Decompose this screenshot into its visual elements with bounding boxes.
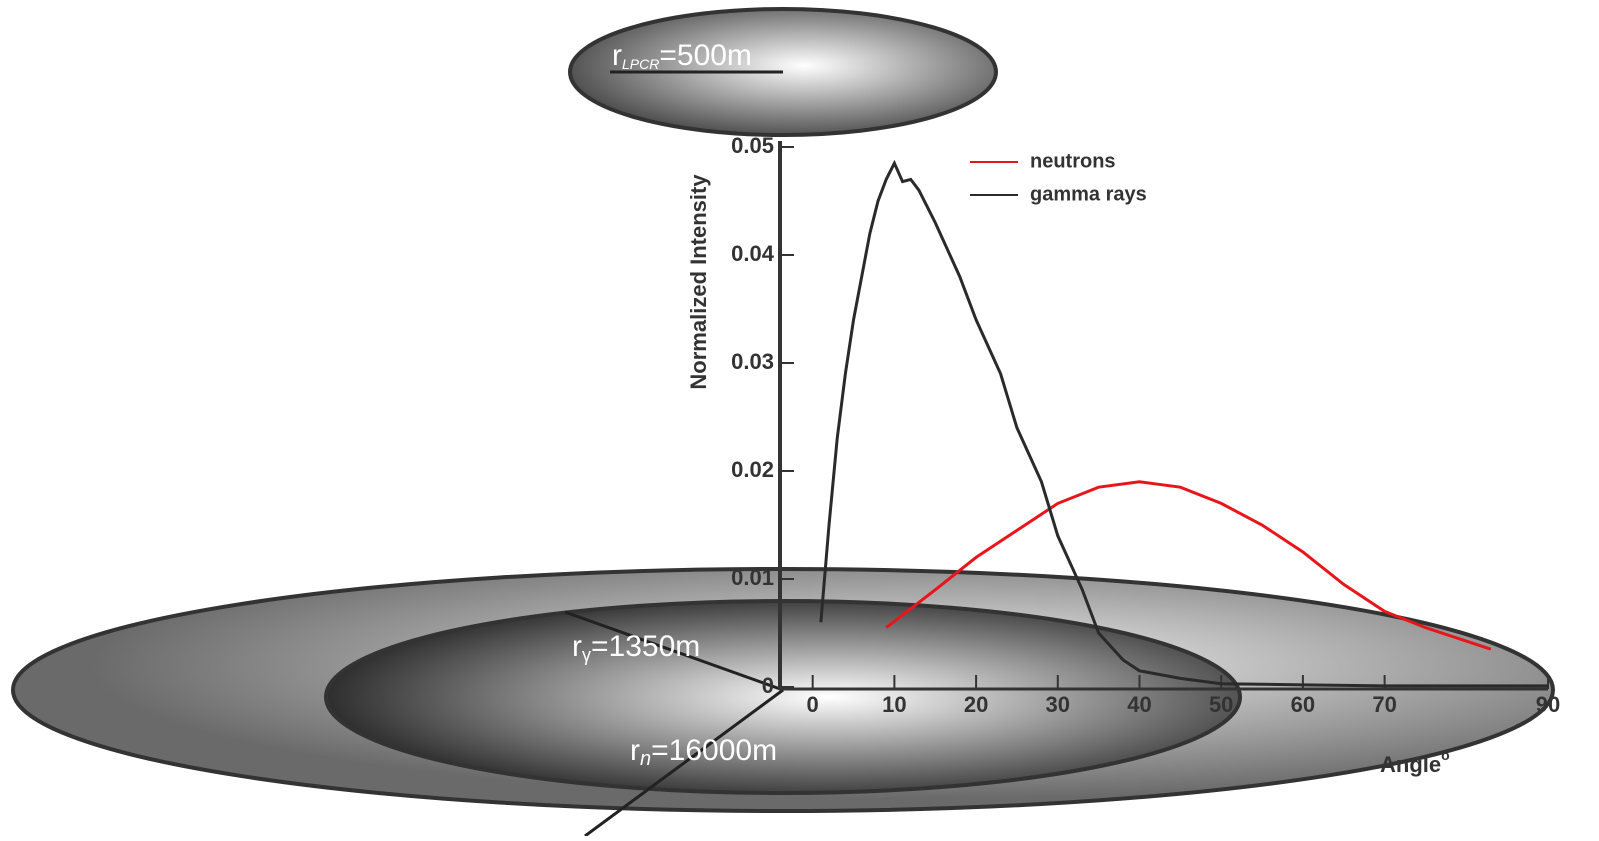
y-tick-label: 0: [762, 673, 774, 698]
annotation: rn=16000m: [630, 734, 777, 770]
x-tick-label: 30: [1046, 692, 1070, 717]
annotation: rγ=1350m: [572, 630, 700, 665]
x-tick-label: 60: [1291, 692, 1315, 717]
legend-label: neutrons: [1030, 150, 1116, 172]
x-tick-label: 40: [1127, 692, 1151, 717]
x-axis-title: Angleo: [1380, 747, 1450, 777]
ellipse-gamma: [326, 601, 1240, 793]
y-tick-label: 0.03: [731, 349, 774, 374]
x-tick-label: 20: [964, 692, 988, 717]
chart: rLPCR=500m rγ=1350m rn=16000m Normalized…: [0, 0, 1599, 836]
x-tick-label: 90: [1536, 692, 1560, 717]
x-tick-label: 50: [1209, 692, 1233, 717]
legend-label: gamma rays: [1030, 183, 1147, 205]
x-tick-label: 70: [1372, 692, 1396, 717]
y-tick-label: 0.01: [731, 565, 774, 590]
y-tick-label: 0.04: [731, 241, 775, 266]
y-axis-title: Normalized Intensity: [686, 174, 711, 390]
x-tick-label: 10: [882, 692, 906, 717]
y-tick-label: 0.02: [731, 457, 774, 482]
x-tick-label: 0: [807, 692, 819, 717]
y-tick-label: 0.05: [731, 133, 774, 158]
